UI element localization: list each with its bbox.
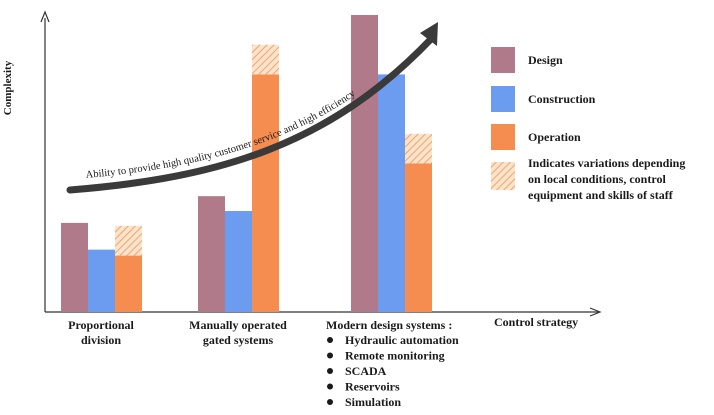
bar-operation-variation-2 bbox=[252, 44, 279, 75]
trend-arrow bbox=[66, 34, 436, 194]
category-label-1-line-1: Proportional bbox=[68, 318, 134, 332]
bar-operation-2 bbox=[252, 74, 279, 313]
trend-arrow-head bbox=[420, 22, 438, 46]
bullet-dot bbox=[327, 383, 333, 390]
legend-label-variation-line-2: on local conditions, control bbox=[528, 172, 666, 186]
legend-swatch-design bbox=[491, 47, 515, 73]
bullet-dot bbox=[327, 368, 333, 374]
bullet-item-1: Hydraulic automation bbox=[345, 333, 459, 347]
bar-design-2 bbox=[198, 196, 225, 312]
legend-swatch-construction bbox=[491, 86, 515, 112]
bar-marks bbox=[61, 15, 432, 313]
category-label-2-line-1: Manually operated bbox=[189, 318, 287, 332]
x-axis-arrow bbox=[589, 307, 602, 317]
category-label-2-line-2: gated systems bbox=[203, 333, 274, 347]
bar-construction-1 bbox=[88, 249, 115, 312]
bar-construction-2 bbox=[225, 211, 252, 312]
y-axis-arrow bbox=[40, 10, 50, 23]
bar-design-3 bbox=[351, 15, 378, 312]
bar-operation-3 bbox=[405, 163, 432, 312]
bullet-item-3: SCADA bbox=[345, 364, 387, 378]
legend-label-design: Design bbox=[528, 53, 563, 67]
legend-label-construction: Construction bbox=[528, 92, 596, 106]
legend-swatch-variation bbox=[491, 162, 515, 190]
legend-label-operation: Operation bbox=[528, 130, 581, 144]
bar-design-1 bbox=[61, 222, 88, 312]
bullet-item-5: Simulation bbox=[345, 395, 401, 409]
legend-label-variation-line-1: Indicates variations depending bbox=[528, 156, 685, 170]
legend-label-variation-line-3: equipment and skills of staff bbox=[528, 188, 674, 202]
bullet-dot bbox=[327, 352, 333, 359]
bullet-item-4: Reservoirs bbox=[345, 380, 400, 394]
x-axis-label: Control strategy bbox=[494, 315, 578, 329]
bar-construction-3 bbox=[378, 74, 405, 313]
legend: Design Construction Operation Indicates var… bbox=[491, 47, 685, 202]
bullet-dot bbox=[327, 399, 333, 405]
bar-operation-variation-3 bbox=[405, 133, 432, 164]
bullet-item-2: Remote monitoring bbox=[345, 349, 445, 363]
category-label-1-line-2: division bbox=[81, 333, 121, 347]
y-axis-label: Complexity bbox=[2, 60, 14, 115]
bar-operation-variation-1 bbox=[115, 225, 142, 256]
bullet-dot bbox=[327, 337, 333, 343]
bar-operation-1 bbox=[115, 255, 142, 312]
legend-swatch-operation bbox=[491, 124, 515, 150]
category-label-3-line-1: Modern design systems : bbox=[326, 318, 452, 332]
